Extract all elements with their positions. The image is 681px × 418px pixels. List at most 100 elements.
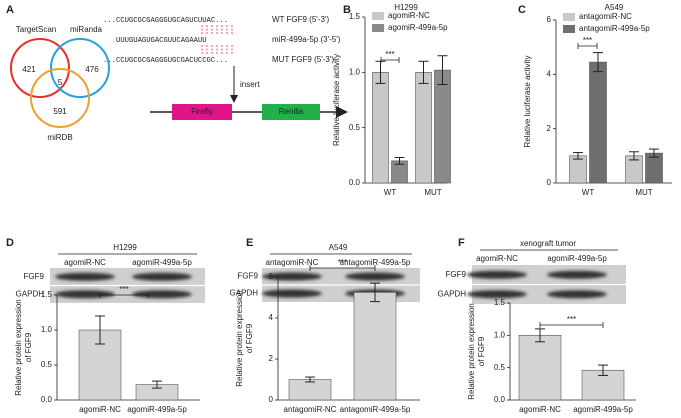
y-tick-label: 0.0 — [41, 395, 53, 404]
significance-label: *** — [583, 36, 592, 45]
bar — [434, 69, 451, 184]
y-axis-label: Relative protein expression — [467, 303, 476, 400]
legend-swatch — [372, 24, 384, 32]
y-tick-label: 0.5 — [349, 123, 361, 132]
y-tick-label: 0 — [547, 178, 552, 187]
x-tick-label: WT — [582, 188, 595, 197]
y-tick-label: 0.0 — [494, 395, 506, 404]
y-tick-label: 1.0 — [494, 330, 506, 339]
y-tick-label: 1.0 — [349, 67, 361, 76]
y-axis-label: of FGF9 — [245, 323, 254, 353]
gene-label: Firefly — [191, 107, 213, 116]
blot-column: antagomiR-499a-5p — [340, 258, 411, 267]
legend-label: antagomiR-499a-5p — [579, 24, 650, 33]
y-axis-label: Relative luciferase activity — [332, 54, 341, 146]
x-tick-label: agomiR-499a-5p — [573, 405, 633, 414]
legend-label: antagomiR-NC — [579, 12, 632, 21]
panel-letter: F — [458, 237, 465, 249]
insert-label: insert — [240, 80, 260, 89]
venn-count: 591 — [53, 107, 67, 116]
venn-label: miRanda — [70, 25, 103, 34]
significance-label: *** — [338, 258, 347, 267]
blot-row: GAPDH — [16, 289, 45, 298]
blot-column: antagomiR-NC — [266, 258, 319, 267]
blot-title: A549 — [329, 243, 348, 252]
pairing-lines — [201, 25, 233, 55]
chart-title: A549 — [605, 3, 624, 12]
gene-label: Renilla — [279, 107, 304, 116]
y-tick-label: 2 — [269, 354, 274, 363]
x-tick-label: antagomiR-499a-5p — [340, 405, 411, 414]
blot-band — [467, 270, 527, 279]
x-tick-label: MUT — [635, 188, 652, 197]
x-tick-label: antagomiR-NC — [284, 405, 337, 414]
blot-band — [467, 290, 527, 299]
venn-count: 476 — [85, 65, 99, 74]
blot-band — [132, 272, 192, 281]
y-axis-label: Relative protein expression — [235, 290, 244, 387]
sequence: UUUGUAGUGACGUUCAGAAUU — [116, 37, 207, 45]
blot-band — [262, 289, 322, 298]
sequence-label: MUT FGF9 (5'-3') — [272, 55, 334, 64]
bar — [569, 155, 587, 184]
sequence-label: WT FGF9 (5'-3') — [272, 15, 329, 24]
y-tick-label: 1.5 — [41, 290, 53, 299]
venn-circle — [30, 68, 90, 128]
blot-band — [55, 290, 115, 299]
legend-label: agomiR-NC — [388, 11, 430, 20]
y-tick-label: 6 — [547, 15, 552, 24]
y-tick-label: 1.5 — [349, 12, 361, 21]
y-tick-label: 1.5 — [494, 298, 506, 307]
panel-letter: A — [6, 4, 14, 16]
legend-swatch — [563, 25, 575, 33]
blot-row: FGF9 — [24, 272, 45, 281]
legend-swatch — [563, 13, 575, 21]
venn-circle — [50, 38, 110, 98]
y-tick-label: 1.0 — [41, 325, 53, 334]
renilla-box — [262, 104, 320, 120]
significance-label: *** — [385, 50, 394, 59]
x-tick-label: MUT — [424, 188, 441, 197]
bar — [372, 72, 389, 184]
blot-band — [345, 272, 405, 281]
blot-band — [547, 270, 607, 279]
y-tick-label: 2 — [547, 124, 552, 133]
blot-column: agomiR-499a-5p — [547, 254, 607, 263]
legend-swatch — [372, 12, 384, 20]
significance-label: *** — [567, 315, 576, 324]
y-tick-label: 0.5 — [41, 360, 53, 369]
blot-row: FGF9 — [238, 272, 259, 281]
legend-label: agomiR-499a-5p — [388, 23, 448, 32]
blot-band — [55, 272, 115, 281]
blot-column: agomiR-499a-5p — [132, 258, 192, 267]
bar — [589, 61, 607, 184]
sequence-label: miR-499a-5p (3'-5') — [272, 35, 341, 44]
y-tick-label: 4 — [269, 313, 274, 322]
panel-letter: C — [518, 4, 526, 16]
blot-row: GAPDH — [438, 289, 467, 298]
y-axis-label: of FGF9 — [24, 332, 33, 362]
x-tick-label: WT — [384, 188, 397, 197]
blot-column: agomiR-NC — [476, 254, 518, 263]
panel-letter: D — [6, 237, 14, 249]
x-tick-label: agomiR-NC — [79, 405, 121, 414]
blot-band — [132, 290, 192, 299]
blot-column: agomiR-NC — [64, 258, 106, 267]
blot-band — [262, 272, 322, 281]
blot-title: xenograft tumor — [520, 239, 576, 248]
panel-letter: B — [343, 4, 351, 16]
y-tick-label: 0.5 — [494, 363, 506, 372]
y-tick-label: 0 — [269, 395, 274, 404]
significance-label: *** — [119, 285, 128, 294]
sequence: ...CCUGCGCGAGGGUGCGACUCCGC... — [103, 57, 228, 65]
y-tick-label: 4 — [547, 69, 552, 78]
blot-title: H1299 — [113, 243, 137, 252]
x-tick-label: agomiR-499a-5p — [127, 405, 187, 414]
venn-circle — [10, 38, 70, 98]
sequence: ...CCUGCGCGAGGGUGCAGUCUUAC... — [103, 17, 228, 25]
chart-title: H1299 — [394, 3, 418, 12]
blot-row: FGF9 — [446, 270, 467, 279]
y-axis-label: Relative protein expression — [14, 299, 23, 396]
bar — [415, 72, 432, 184]
